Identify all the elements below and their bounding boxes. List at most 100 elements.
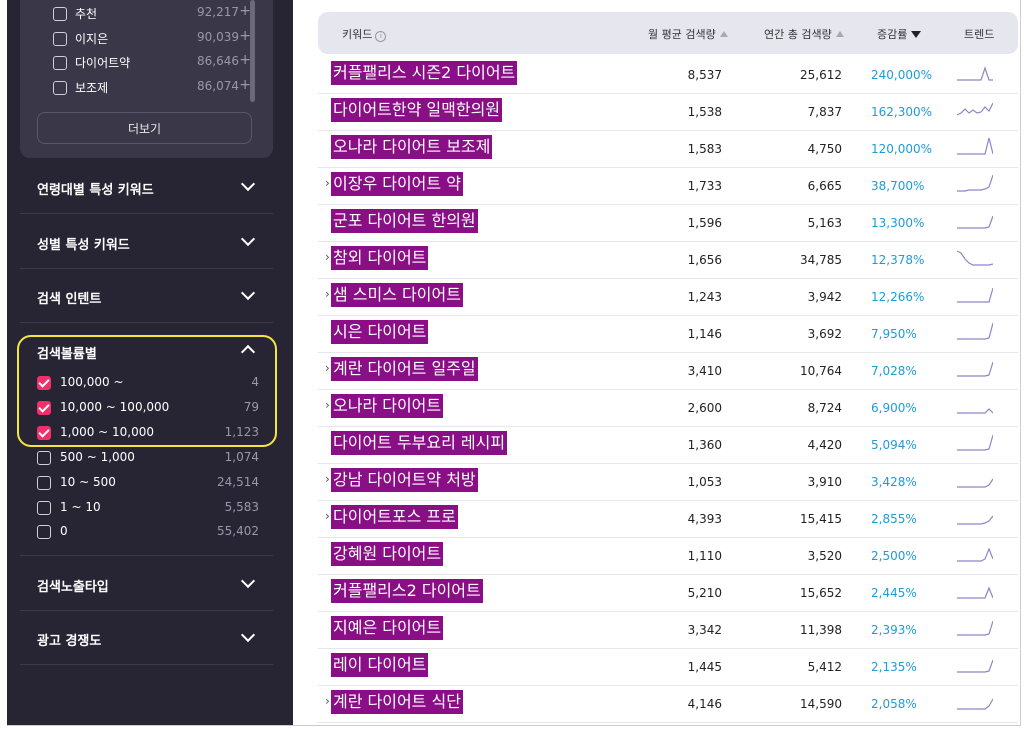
yearly-volume: 4,750 bbox=[807, 142, 842, 156]
volume-checkbox[interactable] bbox=[37, 501, 51, 515]
growth-rate: 2,855% bbox=[871, 512, 917, 526]
keyword-text[interactable]: 지예은 다이어트 bbox=[331, 616, 444, 640]
expand-caret-icon[interactable]: › bbox=[325, 694, 330, 708]
plus-icon[interactable]: + bbox=[239, 52, 251, 68]
filter-checkbox[interactable] bbox=[53, 81, 67, 95]
monthly-volume: 1,053 bbox=[687, 475, 722, 489]
column-label: 월 평균 검색량 bbox=[648, 28, 716, 41]
expand-caret-icon[interactable]: › bbox=[325, 287, 330, 301]
annotation-highlight-outline bbox=[17, 335, 277, 447]
expand-caret-icon[interactable]: › bbox=[325, 361, 330, 375]
section-label: 검색노출타입 bbox=[37, 580, 109, 595]
section-label[interactable]: 검색볼륨별 bbox=[37, 347, 97, 362]
monthly-volume: 1,445 bbox=[687, 660, 722, 674]
filter-checkbox[interactable] bbox=[53, 32, 67, 46]
rise-icon bbox=[957, 361, 993, 377]
volume-checkbox[interactable] bbox=[37, 525, 51, 539]
table-row[interactable]: › 강남 다이어트약 처방 1,053 3,910 3,428% bbox=[318, 463, 1018, 501]
column-yearly[interactable]: 연간 총 검색량 bbox=[764, 26, 844, 42]
column-monthly[interactable]: 월 평균 검색량 bbox=[648, 26, 728, 42]
more-button[interactable]: 더보기 bbox=[37, 112, 252, 144]
keyword-text[interactable]: 샘 스미스 다이어트 bbox=[331, 283, 463, 307]
yearly-volume: 11,398 bbox=[800, 623, 842, 637]
keyword-text[interactable]: 이장우 다이어트 약 bbox=[331, 172, 463, 196]
growth-rate: 5,094% bbox=[871, 438, 917, 452]
volume-checkbox[interactable] bbox=[37, 451, 51, 465]
keyword-text[interactable]: 다이어트한약 일맥한의원 bbox=[331, 98, 503, 122]
keyword-text[interactable]: 강남 다이어트약 처방 bbox=[331, 468, 478, 492]
table-row[interactable]: 커플팰리스 시즌2 다이어트 8,537 25,612 240,000% bbox=[318, 56, 1018, 94]
sort-up-icon bbox=[719, 31, 728, 37]
keyword-text[interactable]: 시은 다이어트 bbox=[331, 320, 429, 344]
keyword-text[interactable]: 계란 다이어트 일주일 bbox=[331, 357, 478, 381]
column-keyword[interactable]: 키워드 i bbox=[342, 26, 387, 42]
keyword-text[interactable]: 군포 다이어트 한의원 bbox=[331, 209, 478, 233]
expand-caret-icon[interactable]: › bbox=[325, 509, 330, 523]
section-search-intent[interactable]: 검색 인텐트 bbox=[20, 268, 273, 323]
spike-icon bbox=[957, 137, 993, 155]
table-row[interactable]: 지예은 다이어트 3,342 11,398 2,393% bbox=[318, 611, 1018, 649]
expand-caret-icon[interactable]: › bbox=[325, 472, 330, 486]
plus-icon[interactable]: + bbox=[239, 3, 251, 19]
sort-up-icon bbox=[835, 31, 844, 37]
yearly-volume: 5,163 bbox=[807, 216, 842, 230]
filter-checkbox[interactable] bbox=[53, 7, 67, 21]
table-row[interactable]: › 계란 다이어트 일주일 3,410 10,764 7,028% bbox=[318, 352, 1018, 390]
table-row[interactable]: 군포 다이어트 한의원 1,596 5,163 13,300% bbox=[318, 204, 1018, 242]
keyword-text[interactable]: 강혜원 다이어트 bbox=[331, 542, 444, 566]
monthly-volume: 1,583 bbox=[687, 142, 722, 156]
table-row[interactable]: 다이어트한약 일맥한의원 1,538 7,837 162,300% bbox=[318, 93, 1018, 131]
section-age-keywords[interactable]: 연령대별 특성 키워드 bbox=[20, 159, 273, 214]
table-row[interactable]: 강혜원 다이어트 1,110 3,520 2,500% bbox=[318, 537, 1018, 575]
volume-label: 10 ~ 500 bbox=[60, 475, 116, 489]
section-exposure-type[interactable]: 검색노출타입 bbox=[20, 556, 273, 611]
monthly-volume: 4,146 bbox=[687, 697, 722, 711]
column-growth[interactable]: 증감률 bbox=[877, 26, 922, 42]
rise-icon bbox=[957, 620, 993, 636]
keyword-text[interactable]: 다이어트포스 프로 bbox=[331, 505, 458, 529]
volume-checkbox[interactable] bbox=[37, 426, 51, 440]
keyword-text[interactable]: 오나라 다이어트 bbox=[331, 394, 444, 418]
keyword-text[interactable]: 레이 다이어트 bbox=[331, 653, 429, 677]
expand-caret-icon[interactable]: › bbox=[325, 176, 330, 190]
table-row[interactable]: › 샘 스미스 다이어트 1,243 3,942 12,266% bbox=[318, 278, 1018, 316]
volume-checkbox[interactable] bbox=[37, 376, 51, 390]
table-row[interactable]: › 계란 다이어트 식단 4,146 14,590 2,058% bbox=[318, 685, 1018, 723]
info-icon[interactable]: i bbox=[375, 31, 387, 42]
table-row[interactable]: › 이장우 다이어트 약 1,733 6,665 38,700% bbox=[318, 167, 1018, 205]
plus-icon[interactable]: + bbox=[239, 77, 251, 93]
table-row[interactable]: 커플팰리스2 다이어트 5,210 15,652 2,445% bbox=[318, 574, 1018, 612]
volume-count: 5,583 bbox=[224, 500, 259, 514]
section-gender-keywords[interactable]: 성별 특성 키워드 bbox=[20, 214, 273, 269]
keyword-text[interactable]: 오나라 다이어트 보조제 bbox=[331, 135, 493, 159]
table-row[interactable]: 다이어트 두부요리 레시피 1,360 4,420 5,094% bbox=[318, 426, 1018, 464]
keyword-text[interactable]: 커플팰리스 시즌2 다이어트 bbox=[331, 61, 518, 85]
growth-rate: 12,378% bbox=[871, 253, 925, 267]
rise-icon bbox=[957, 287, 993, 303]
monthly-volume: 8,537 bbox=[687, 68, 722, 82]
column-label: 키워드 bbox=[342, 28, 373, 41]
section-ad-competition[interactable]: 광고 경쟁도 bbox=[20, 610, 273, 665]
keyword-text[interactable]: 참외 다이어트 bbox=[331, 246, 429, 270]
expand-caret-icon[interactable]: › bbox=[325, 250, 330, 264]
table-row[interactable]: › 참외 다이어트 1,656 34,785 12,378% bbox=[318, 241, 1018, 279]
filter-checkbox[interactable] bbox=[53, 56, 67, 70]
volume-checkbox[interactable] bbox=[37, 401, 51, 415]
rise-icon bbox=[957, 174, 993, 192]
yearly-volume: 3,692 bbox=[807, 327, 842, 341]
table-row[interactable]: › 오나라 다이어트 2,600 8,724 6,900% bbox=[318, 389, 1018, 427]
plus-icon[interactable]: + bbox=[239, 28, 251, 44]
volume-count: 24,514 bbox=[217, 475, 259, 489]
table-row[interactable]: 시은 다이어트 1,146 3,692 7,950% bbox=[318, 315, 1018, 353]
yearly-volume: 6,665 bbox=[807, 179, 842, 193]
keyword-text[interactable]: 커플팰리스2 다이어트 bbox=[331, 579, 483, 603]
expand-caret-icon[interactable]: › bbox=[325, 398, 330, 412]
table-row[interactable]: 오나라 다이어트 보조제 1,583 4,750 120,000% bbox=[318, 130, 1018, 168]
filter-count: 92,217 bbox=[197, 5, 239, 19]
keyword-text[interactable]: 계란 다이어트 식단 bbox=[331, 690, 463, 714]
table-row[interactable]: 레이 다이어트 1,445 5,412 2,135% bbox=[318, 648, 1018, 686]
panel-scrollbar[interactable] bbox=[250, 0, 255, 102]
keyword-text[interactable]: 다이어트 두부요리 레시피 bbox=[331, 431, 508, 455]
table-row[interactable]: › 다이어트포스 프로 4,393 15,415 2,855% bbox=[318, 500, 1018, 538]
volume-checkbox[interactable] bbox=[37, 476, 51, 490]
